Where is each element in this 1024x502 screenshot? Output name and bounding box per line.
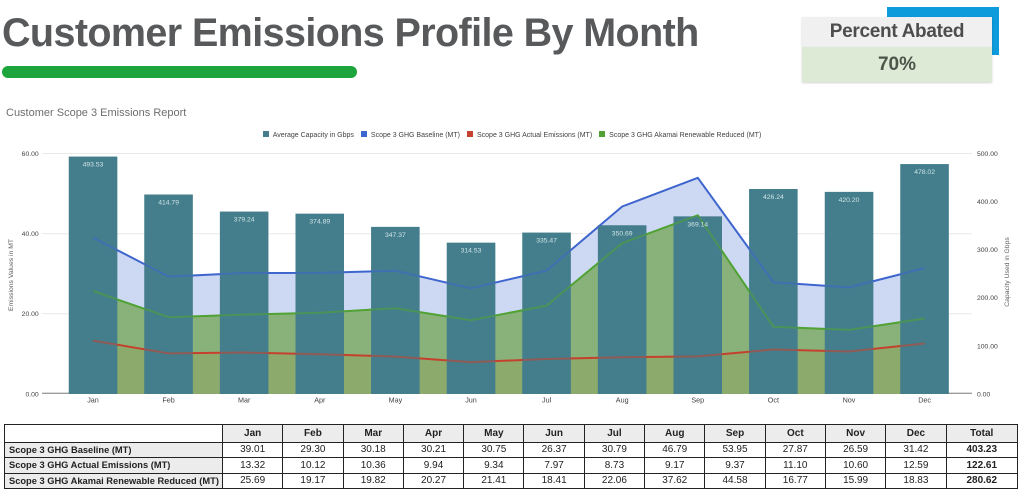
svg-text:400.00: 400.00 bbox=[977, 199, 998, 206]
svg-text:478.02: 478.02 bbox=[914, 169, 935, 176]
svg-text:Jan: Jan bbox=[87, 396, 99, 405]
svg-text:335.47: 335.47 bbox=[536, 238, 557, 245]
svg-text:Feb: Feb bbox=[162, 396, 174, 405]
svg-text:60.00: 60.00 bbox=[22, 151, 39, 158]
svg-text:Apr: Apr bbox=[314, 396, 326, 405]
svg-text:369.14: 369.14 bbox=[687, 221, 708, 228]
svg-text:100.00: 100.00 bbox=[977, 343, 998, 350]
svg-text:Jul: Jul bbox=[542, 396, 552, 405]
svg-text:426.24: 426.24 bbox=[763, 194, 784, 201]
svg-text:347.37: 347.37 bbox=[385, 232, 406, 239]
svg-text:20.00: 20.00 bbox=[22, 311, 39, 318]
svg-text:Dec: Dec bbox=[918, 396, 931, 405]
svg-text:500.00: 500.00 bbox=[977, 151, 998, 158]
svg-text:493.53: 493.53 bbox=[83, 162, 104, 169]
svg-text:Mar: Mar bbox=[238, 396, 251, 405]
svg-text:374.89: 374.89 bbox=[309, 219, 330, 226]
svg-text:May: May bbox=[389, 396, 403, 405]
svg-text:200.00: 200.00 bbox=[977, 295, 998, 302]
svg-text:Emissions Values in MT: Emissions Values in MT bbox=[8, 239, 15, 311]
svg-text:Aug: Aug bbox=[616, 396, 629, 405]
svg-text:Oct: Oct bbox=[768, 396, 779, 405]
svg-text:Nov: Nov bbox=[843, 396, 856, 405]
svg-text:350.69: 350.69 bbox=[612, 230, 633, 237]
svg-text:0.00: 0.00 bbox=[25, 391, 38, 398]
svg-text:379.24: 379.24 bbox=[234, 217, 255, 224]
svg-text:0.00: 0.00 bbox=[977, 391, 990, 398]
svg-text:414.79: 414.79 bbox=[158, 200, 179, 207]
svg-text:40.00: 40.00 bbox=[22, 231, 39, 238]
svg-text:Sep: Sep bbox=[691, 396, 704, 405]
svg-text:Capacity Used in Gbps: Capacity Used in Gbps bbox=[1004, 237, 1011, 307]
svg-text:420.20: 420.20 bbox=[839, 197, 860, 204]
svg-text:Jun: Jun bbox=[465, 396, 477, 405]
svg-text:314.53: 314.53 bbox=[461, 248, 482, 255]
svg-text:300.00: 300.00 bbox=[977, 247, 998, 254]
